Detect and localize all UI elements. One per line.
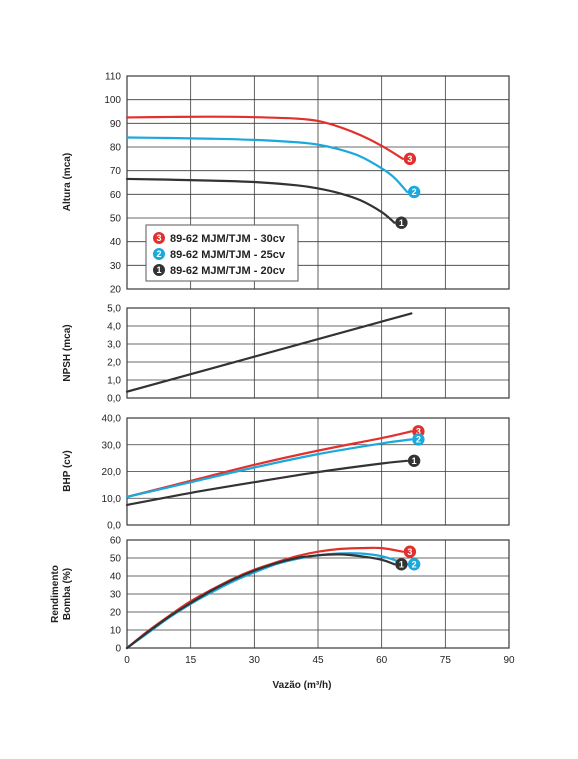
altura-y-tick-label: 70 (110, 166, 122, 177)
x-tick-label: 15 (185, 655, 197, 666)
altura-y-tick-label: 80 (110, 143, 122, 154)
bhp-y-tick-label: 40,0 (102, 414, 122, 425)
x-axis-title: Vazão (m³/h) (273, 680, 332, 691)
altura-y-tick-label: 30 (110, 261, 122, 272)
rendimento-plot-frame (126, 539, 510, 649)
altura-series-1-badge-label: 1 (399, 218, 404, 228)
rendimento-y-tick-label: 30 (110, 590, 122, 601)
bhp-series-1-line (125, 459, 409, 507)
bhp-series-2-line (125, 438, 413, 499)
altura-series-2-badge (407, 185, 421, 199)
rendimento-series-2-badge (407, 558, 421, 571)
legend-label-2: 89-62 MJM/TJM - 25cv (170, 249, 286, 261)
bhp-series-3-line (125, 430, 413, 499)
x-tick-label: 75 (440, 655, 452, 666)
altura-y-axis-title: Altura (mca) (62, 153, 73, 211)
altura-series-2-badge-label: 2 (412, 187, 417, 197)
altura-plot-frame (126, 75, 510, 290)
legend-badge-label: 1 (156, 265, 161, 275)
bhp-y-tick-label: 20,0 (102, 467, 122, 478)
rendimento-y-tick-label: 60 (110, 536, 122, 547)
legend-badge-label: 2 (156, 249, 161, 259)
altura-series-3-badge (403, 152, 417, 166)
bhp-y-tick-label: 0,0 (107, 521, 121, 532)
rendimento-y-tick-label: 0 (115, 644, 121, 655)
altura-series-2-line (125, 136, 409, 194)
legend-badge-1 (153, 264, 165, 276)
rendimento-y-tick-label: 50 (110, 554, 122, 565)
npsh-y-tick-label: 5,0 (107, 304, 121, 315)
bhp-y-axis-title: BHP (cv) (62, 450, 73, 492)
legend-box (145, 224, 299, 282)
bhp-plot-frame (126, 417, 510, 526)
legend-badge-2 (153, 248, 165, 260)
npsh-plot-frame (126, 307, 510, 399)
altura-series-1-badge (395, 216, 408, 229)
x-tick-label: 60 (376, 655, 388, 666)
npsh-y-tick-label: 4,0 (107, 322, 121, 333)
rendimento-series-3-badge (403, 545, 417, 558)
x-tick-label: 30 (249, 655, 261, 666)
altura-y-tick-label: 50 (110, 214, 122, 225)
bhp-series-2-badge (412, 433, 425, 446)
altura-y-tick-label: 20 (110, 285, 122, 296)
altura-series-1-line (125, 177, 396, 224)
rendimento-y-axis-title: Rendimento (50, 565, 61, 623)
npsh-y-tick-label: 2,0 (107, 358, 121, 369)
rendimento-series-3-badge-label: 3 (407, 547, 412, 557)
rendimento-series-1-badge (395, 558, 408, 571)
altura-series-3-badge-label: 3 (407, 154, 412, 164)
legend-label-3: 89-62 MJM/TJM - 30cv (170, 233, 286, 245)
rendimento-series-1-line (125, 553, 396, 650)
bhp-series-2-badge-label: 2 (416, 435, 421, 445)
rendimento-y-tick-label: 10 (110, 626, 122, 637)
rendimento-y-axis-title: Bomba (%) (62, 568, 73, 620)
altura-y-tick-label: 60 (110, 190, 122, 201)
npsh-y-tick-label: 0,0 (107, 394, 121, 405)
npsh-series-npsh-line (125, 312, 413, 393)
npsh-y-axis-title: NPSH (mca) (62, 324, 73, 381)
legend-badge-3 (153, 232, 165, 244)
rendimento-series-2-badge-label: 2 (412, 560, 417, 570)
bhp-series-1-badge-label: 1 (412, 456, 417, 466)
altura-y-tick-label: 110 (105, 72, 121, 83)
bhp-series-1-badge (407, 454, 421, 467)
npsh-y-tick-label: 3,0 (107, 340, 121, 351)
altura-series-3-line (125, 115, 404, 160)
x-tick-label: 45 (312, 655, 324, 666)
rendimento-series-3-line (125, 546, 404, 650)
npsh-y-tick-label: 1,0 (107, 376, 121, 387)
x-tick-label: 0 (124, 655, 130, 666)
altura-y-tick-label: 90 (110, 119, 122, 130)
bhp-y-tick-label: 10,0 (102, 494, 122, 505)
legend-badge-label: 3 (156, 233, 161, 243)
bhp-series-3-badge-label: 3 (416, 427, 421, 437)
rendimento-y-tick-label: 40 (110, 572, 122, 583)
x-tick-label: 90 (503, 655, 515, 666)
altura-y-tick-label: 40 (110, 237, 122, 248)
rendimento-series-2-line (125, 552, 409, 650)
rendimento-y-tick-label: 20 (110, 608, 122, 619)
bhp-y-tick-label: 30,0 (102, 440, 122, 451)
rendimento-series-1-badge-label: 1 (399, 560, 404, 570)
legend-label-1: 89-62 MJM/TJM - 20cv (170, 265, 286, 277)
altura-y-tick-label: 100 (104, 95, 121, 106)
